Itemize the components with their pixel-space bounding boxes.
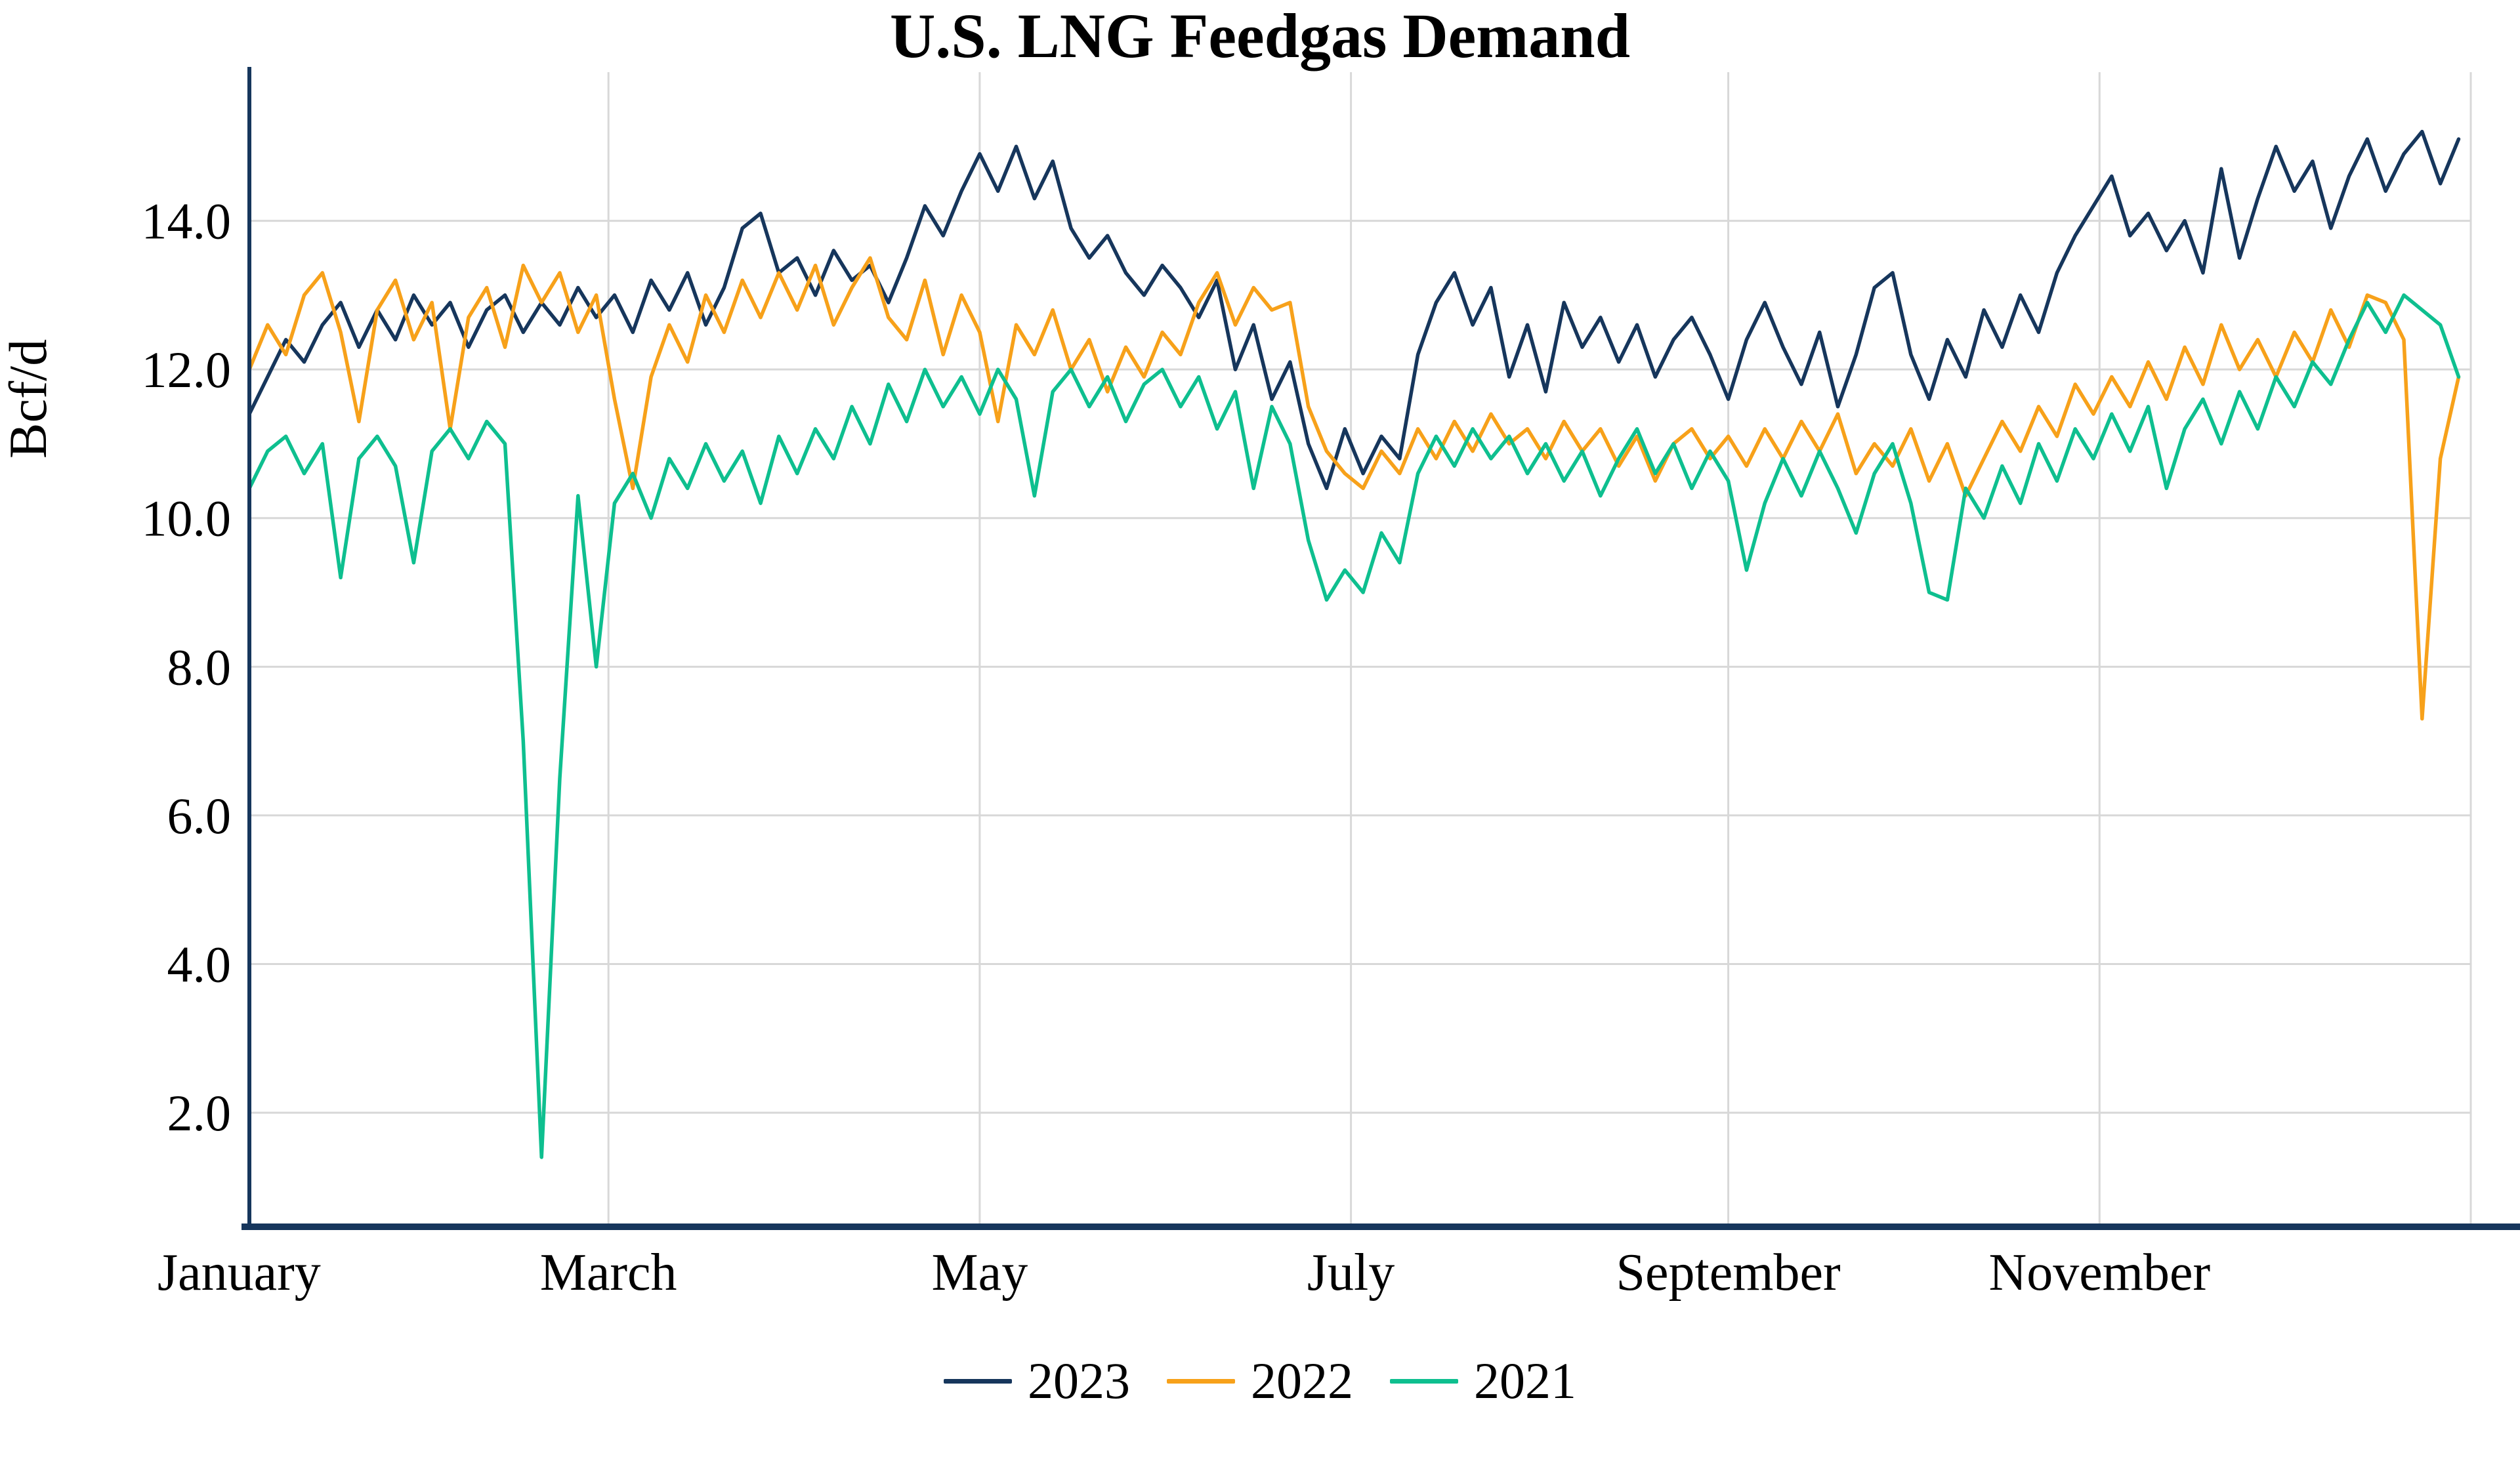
x-tick-label: November [1988, 1244, 2210, 1302]
y-tick-label: 6.0 [167, 787, 232, 844]
x-tick-label: March [540, 1244, 677, 1302]
y-tick-label: 2.0 [167, 1084, 232, 1141]
y-tick-label: 8.0 [167, 638, 232, 695]
x-tick-label: January [158, 1244, 321, 1302]
legend-swatch [944, 1378, 1012, 1384]
y-tick-label: 4.0 [167, 935, 232, 993]
y-tick-label: 12.0 [142, 341, 232, 398]
legend-label: 2022 [1251, 1352, 1353, 1409]
y-axis-title: Bcf/d [0, 339, 58, 459]
legend-item-2023: 2023 [944, 1351, 1130, 1410]
legend-label: 2021 [1474, 1352, 1576, 1409]
chart-title: U.S. LNG Feedgas Demand [889, 1, 1631, 71]
series-line-2023 [247, 129, 2461, 491]
x-tick-label: September [1616, 1244, 1841, 1302]
y-tick-label: 10.0 [142, 490, 232, 547]
chart-legend: 2023 2022 2021 [0, 1351, 2520, 1410]
x-tick-label: July [1307, 1244, 1395, 1302]
legend-item-2021: 2021 [1390, 1351, 1576, 1410]
legend-item-2022: 2022 [1167, 1351, 1353, 1410]
legend-swatch [1167, 1378, 1235, 1384]
legend-swatch [1390, 1378, 1458, 1384]
y-tick-label: 14.0 [142, 193, 232, 250]
series-line-2022 [247, 256, 2461, 721]
x-tick-label: May [932, 1244, 1028, 1302]
series-line-2021 [247, 293, 2461, 1159]
legend-label: 2023 [1028, 1352, 1130, 1409]
